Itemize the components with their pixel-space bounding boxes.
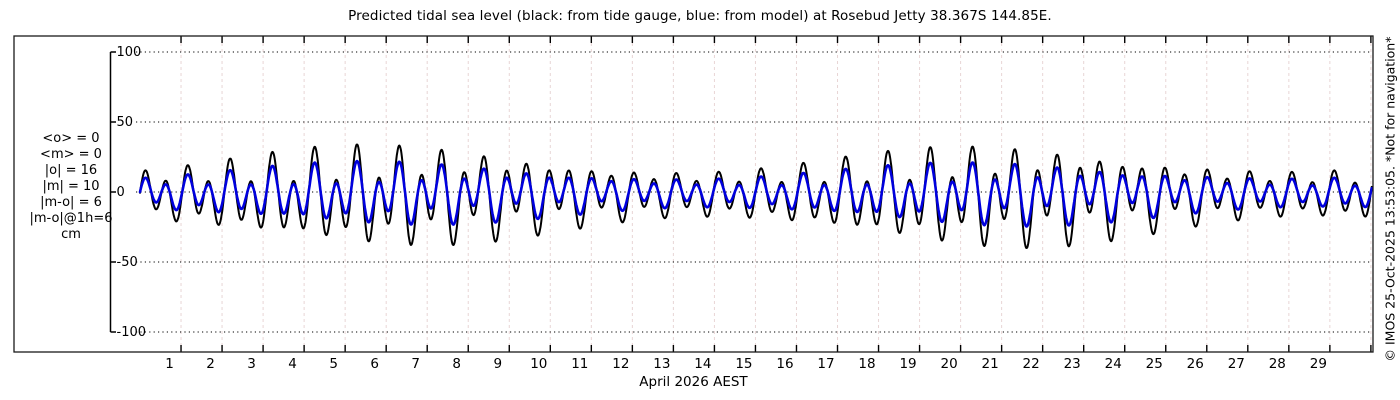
- x-axis-title: April 2026 AEST: [639, 374, 748, 390]
- x-tick-label: 10: [530, 356, 548, 372]
- x-tick-label: 20: [940, 356, 958, 372]
- x-tick-label: 26: [1186, 356, 1204, 372]
- stats-line: |o| = 16: [44, 163, 98, 178]
- x-tick-label: 1: [165, 356, 174, 372]
- x-tick-label: 16: [776, 356, 794, 372]
- x-tick-label: 11: [571, 356, 589, 372]
- x-tick-label: 9: [493, 356, 503, 372]
- x-tick-label: 28: [1268, 356, 1286, 372]
- stats-line: |m-o|@1h=6: [29, 211, 113, 226]
- copyright-watermark: © IMOS 25-Oct-2025 13:53:05. *Not for na…: [1382, 36, 1398, 362]
- x-tick-label: 7: [411, 356, 420, 372]
- model-series-line: [138, 159, 1373, 228]
- stats-line: <m> = 0: [40, 147, 102, 162]
- plot-frame: [13, 35, 1374, 353]
- stats-line: |m| = 10: [42, 179, 100, 194]
- chart-title: Predicted tidal sea level (black: from t…: [348, 8, 1052, 24]
- x-tick-label: 25: [1145, 356, 1163, 372]
- tide-gauge-series-line: [139, 143, 1373, 249]
- y-tick-label: -50: [116, 254, 138, 270]
- x-tick-label: 17: [817, 356, 835, 372]
- x-tick-label: 18: [858, 356, 876, 372]
- y-tick-label: 100: [116, 44, 142, 60]
- x-tick-label: 14: [694, 356, 712, 372]
- y-tick-label: 0: [116, 184, 125, 200]
- x-tick-label: 23: [1063, 356, 1081, 372]
- x-tick-label: 4: [288, 356, 297, 372]
- stats-line: cm: [61, 227, 81, 242]
- y-tick-label: -100: [116, 324, 147, 340]
- x-tick-label: 22: [1022, 356, 1040, 372]
- x-tick-label: 27: [1227, 356, 1245, 372]
- x-tick-label: 15: [735, 356, 753, 372]
- x-tick-label: 2: [206, 356, 215, 372]
- x-tick-label: 3: [247, 356, 256, 372]
- x-tick-label: 13: [653, 356, 671, 372]
- x-tick-label: 8: [452, 356, 462, 372]
- x-tick-label: 19: [899, 356, 917, 372]
- x-tick-label: 5: [329, 356, 338, 372]
- x-tick-label: 24: [1104, 356, 1122, 372]
- x-tick-label: 12: [612, 356, 630, 372]
- x-tick-label: 29: [1309, 356, 1327, 372]
- y-tick-label: 50: [116, 114, 134, 130]
- stats-line: <o> = 0: [42, 131, 100, 146]
- x-tick-label: 6: [370, 356, 379, 372]
- x-tick-label: 21: [981, 356, 999, 372]
- stats-annotation: <o> = 0 <m> = 0 |o| = 16 |m| = 10 |m-o| = 6 |…: [0, 131, 142, 243]
- stats-line: |m-o| = 6: [40, 195, 102, 210]
